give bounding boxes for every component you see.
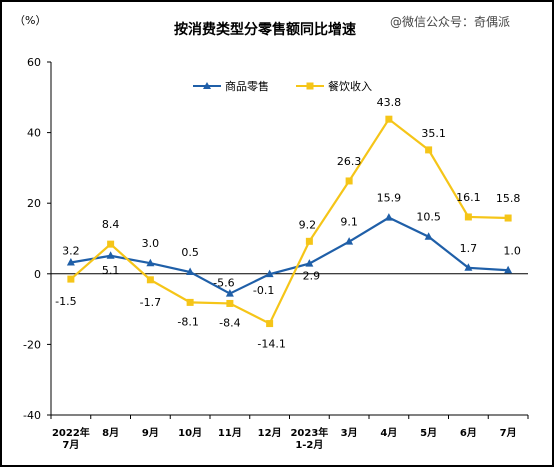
data-label: 1.7 [460, 242, 478, 255]
data-point [504, 214, 512, 222]
data-point [66, 258, 75, 266]
data-point [464, 263, 473, 271]
series-line [70, 117, 509, 326]
y-tick-label: 40 [27, 127, 41, 140]
y-tick-label: 20 [27, 197, 41, 210]
series-line [70, 216, 509, 295]
data-label: 35.1 [421, 127, 446, 140]
data-point [384, 213, 393, 221]
data-point [265, 269, 274, 278]
data-label: 16.1 [456, 191, 481, 204]
data-label: -1.5 [55, 295, 76, 308]
y-tick-label: 0 [34, 268, 41, 281]
data-point [424, 232, 433, 240]
data-label: -5.6 [213, 277, 234, 290]
y-tick-label: -20 [23, 338, 41, 351]
x-tick-label: 9月 [142, 427, 159, 439]
data-label: 10.5 [416, 211, 441, 224]
x-tick-label: 2022年 [52, 426, 90, 439]
x-tick-label: 5月 [420, 427, 437, 439]
x-tick-label: 6月 [460, 427, 477, 439]
data-point [464, 213, 472, 221]
x-tick-label: 7月 [500, 427, 517, 439]
x-tick-label: 2023年 [290, 426, 328, 439]
data-point [345, 177, 353, 185]
data-point [146, 258, 155, 267]
data-point [186, 267, 195, 276]
data-label: -1.7 [140, 296, 161, 309]
data-label: 3.2 [62, 245, 80, 258]
data-label: 15.8 [496, 192, 521, 205]
data-point [67, 275, 75, 283]
data-label: 43.8 [377, 96, 402, 109]
x-tick-label: 10月 [178, 427, 202, 439]
data-point [106, 251, 115, 259]
x-tick-label: 8月 [102, 427, 119, 439]
legend-label: 餐饮收入 [328, 79, 372, 93]
data-point [107, 240, 115, 248]
data-label: 9.1 [340, 216, 358, 229]
data-label: 1.0 [503, 244, 521, 257]
data-point [146, 276, 154, 284]
watermark-text: @微信公众号：奇偶派 [390, 15, 510, 29]
data-label: 5.1 [102, 264, 120, 277]
data-label: 26.3 [337, 155, 362, 168]
data-label: 8.4 [102, 218, 120, 231]
data-point [266, 320, 274, 328]
legend-marker [306, 82, 314, 90]
data-point [186, 298, 194, 306]
data-point [504, 265, 513, 274]
data-point [305, 259, 314, 267]
data-label: 2.9 [303, 270, 321, 283]
legend-label: 商品零售 [225, 79, 269, 93]
data-label: -14.1 [257, 338, 285, 351]
x-tick-label: 12月 [258, 427, 282, 439]
data-label: -8.4 [219, 316, 240, 329]
data-point [345, 237, 354, 245]
x-tick-label: 4月 [380, 427, 397, 439]
y-unit-label: （%） [14, 14, 46, 27]
data-label: 3.0 [142, 237, 160, 250]
y-tick-label: 60 [27, 56, 41, 69]
data-label: -0.1 [253, 284, 274, 297]
data-label: 9.2 [299, 218, 317, 231]
y-tick-label: -40 [23, 409, 41, 422]
data-label: 15.9 [377, 192, 402, 205]
chart-title: 按消费类型分零售额同比增速 [174, 21, 356, 38]
x-tick-label: 11月 [218, 427, 242, 439]
data-label: 0.5 [181, 246, 199, 259]
legend-marker [203, 82, 211, 89]
data-point [385, 115, 393, 123]
data-point [226, 299, 234, 307]
x-tick-label: 7月 [62, 439, 79, 451]
data-label: -8.1 [177, 315, 198, 328]
data-point [425, 146, 433, 154]
x-tick-label: 3月 [341, 427, 358, 439]
data-point [305, 237, 313, 245]
data-point [225, 289, 234, 297]
x-tick-label: 1-2月 [295, 439, 323, 451]
